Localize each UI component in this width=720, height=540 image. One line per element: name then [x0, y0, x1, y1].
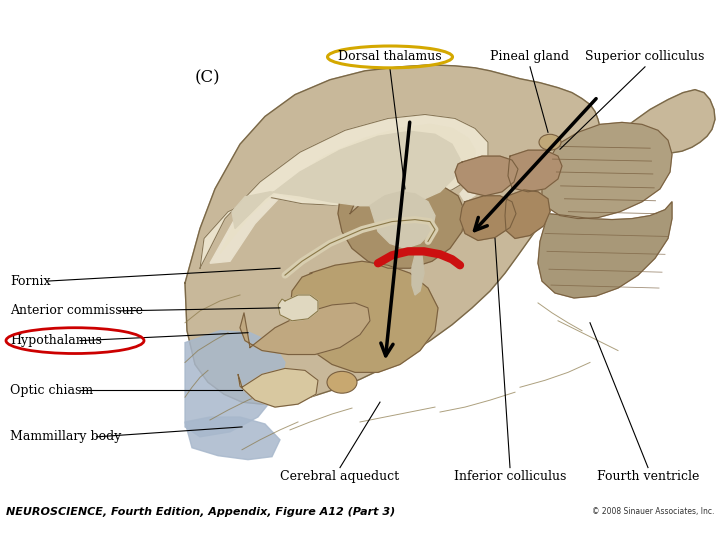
Polygon shape	[505, 190, 550, 239]
Polygon shape	[460, 196, 516, 240]
Polygon shape	[185, 65, 715, 404]
Polygon shape	[370, 192, 435, 248]
Polygon shape	[290, 261, 438, 373]
Polygon shape	[232, 131, 460, 228]
Text: Pineal gland: Pineal gland	[490, 50, 570, 63]
Polygon shape	[210, 123, 490, 263]
Text: Fornix: Fornix	[10, 275, 50, 288]
Text: Cerebral aqueduct: Cerebral aqueduct	[280, 470, 400, 483]
Text: Dorsal thalamus: Dorsal thalamus	[338, 50, 442, 63]
Polygon shape	[508, 150, 562, 192]
Polygon shape	[200, 114, 488, 268]
Polygon shape	[542, 123, 672, 219]
Text: Mammillary body: Mammillary body	[10, 430, 122, 443]
Polygon shape	[240, 303, 370, 354]
Text: Figure A12  Midsagittal view of the human brain (Part 3): Figure A12 Midsagittal view of the human…	[6, 10, 457, 25]
Text: Optic chiasm: Optic chiasm	[10, 384, 93, 397]
Polygon shape	[338, 182, 465, 268]
Text: Fourth ventricle: Fourth ventricle	[597, 470, 699, 483]
Polygon shape	[278, 295, 318, 321]
Text: Anterior commissure: Anterior commissure	[10, 305, 143, 318]
Polygon shape	[238, 368, 318, 407]
Text: (C): (C)	[195, 70, 220, 87]
Text: © 2008 Sinauer Associates, Inc.: © 2008 Sinauer Associates, Inc.	[592, 508, 714, 516]
Ellipse shape	[327, 372, 357, 393]
Text: Inferior colliculus: Inferior colliculus	[454, 470, 566, 483]
Text: Superior colliculus: Superior colliculus	[585, 50, 705, 63]
Polygon shape	[185, 330, 285, 437]
Ellipse shape	[539, 134, 561, 150]
Polygon shape	[412, 253, 424, 295]
Polygon shape	[185, 417, 280, 460]
Text: NEUROSCIENCE, Fourth Edition, Appendix, Figure A12 (Part 3): NEUROSCIENCE, Fourth Edition, Appendix, …	[6, 507, 395, 517]
Text: Hypothalamus: Hypothalamus	[10, 334, 102, 347]
Polygon shape	[538, 202, 672, 298]
Polygon shape	[220, 124, 475, 253]
Polygon shape	[455, 156, 518, 196]
